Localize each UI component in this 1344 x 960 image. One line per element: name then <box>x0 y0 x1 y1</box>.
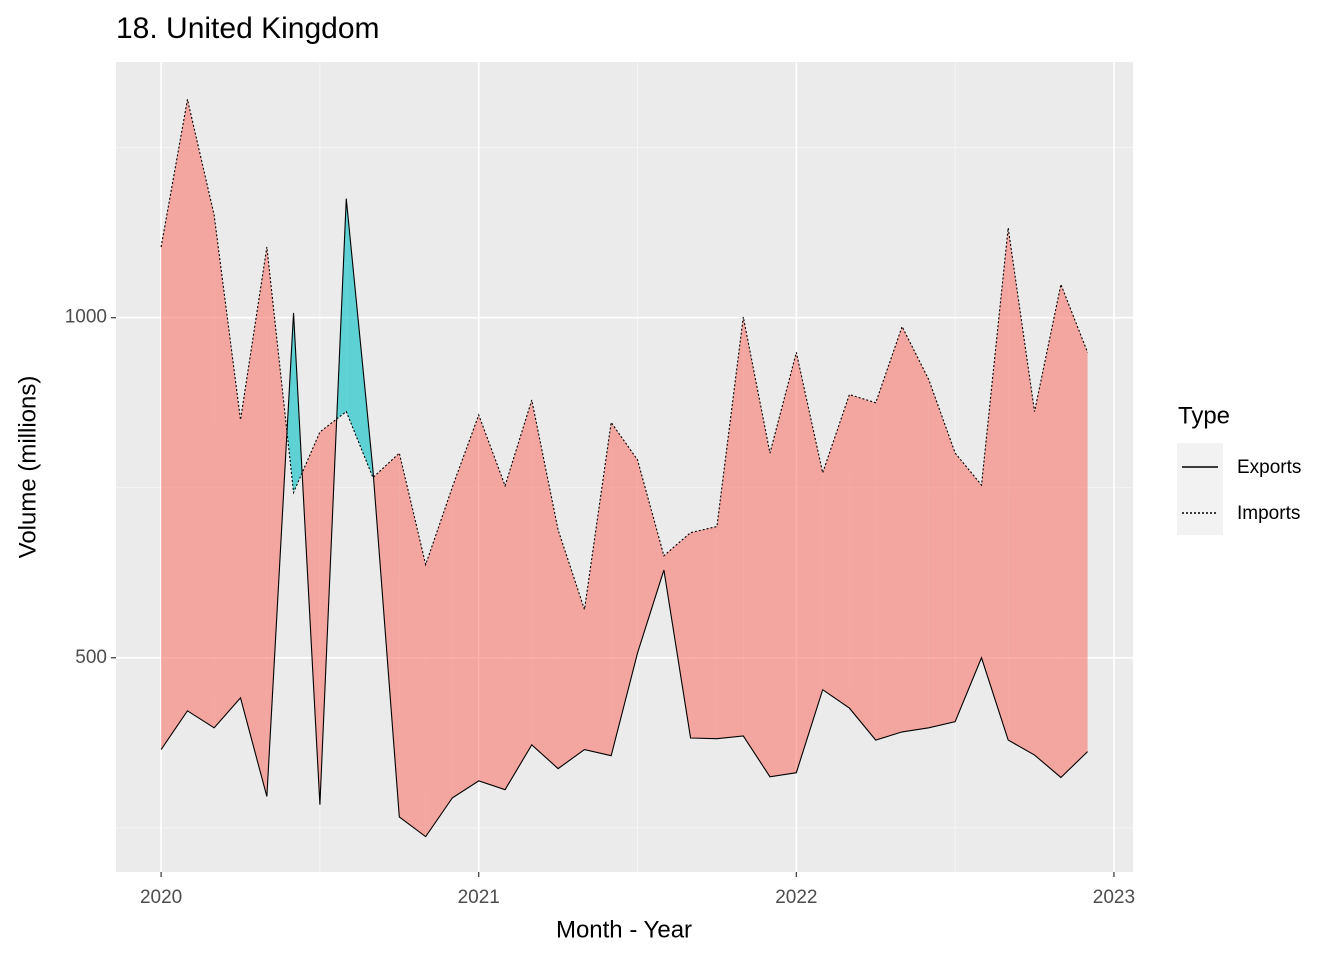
y-axis-title: Volume (millions) <box>14 376 41 559</box>
ribbon-segment <box>875 326 903 741</box>
ribbon-segment <box>637 459 664 654</box>
ribbon-segment <box>716 317 744 739</box>
ribbon-segment <box>849 394 876 741</box>
legend-key-bg <box>1177 443 1223 535</box>
ribbon-segment <box>928 379 956 728</box>
ribbon-segment <box>505 400 532 790</box>
ribbon-segment <box>690 526 717 739</box>
ribbon-segment <box>1008 227 1035 756</box>
ribbon-segment <box>769 352 797 777</box>
x-tick-label: 2020 <box>140 887 182 908</box>
x-tick-label: 2023 <box>1093 887 1135 908</box>
legend-title: Type <box>1178 402 1230 429</box>
legend-label: Imports <box>1237 503 1300 524</box>
y-tick-label: 1000 <box>65 307 107 328</box>
ribbon-segment <box>286 312 294 493</box>
ribbon-segment <box>1060 284 1088 778</box>
ribbon-segment <box>981 227 1009 741</box>
ribbon-segment <box>425 487 453 837</box>
ribbon-segment <box>955 453 982 722</box>
x-tick-label: 2021 <box>458 887 500 908</box>
ribbon-segment <box>531 400 559 769</box>
ribbon-segment <box>1034 284 1061 778</box>
ribbon-segment <box>452 414 479 798</box>
ribbon-segment <box>399 453 426 837</box>
ribbon-segment <box>478 414 506 790</box>
marks <box>160 99 1089 838</box>
legend: Exports Imports <box>1177 443 1301 535</box>
ribbon-segment <box>214 215 241 728</box>
ribbon-segment <box>822 394 850 709</box>
y-tick-label: 500 <box>75 647 107 668</box>
ribbon-segment <box>584 422 612 756</box>
ribbon-segment <box>743 317 770 777</box>
ribbon-segment <box>611 422 638 756</box>
chart-title: 18. United Kingdom <box>116 12 380 45</box>
ribbon-segment <box>187 99 215 728</box>
ribbon-segment <box>161 99 188 750</box>
series-line <box>160 99 1089 610</box>
ribbon-segment <box>240 246 267 797</box>
ribbon-segment <box>796 352 823 773</box>
x-axis-title: Month - Year <box>556 916 692 943</box>
ribbon-segment <box>902 326 929 732</box>
ribbon-segment <box>663 532 691 739</box>
series-line <box>160 198 1088 838</box>
legend-label: Exports <box>1237 457 1301 478</box>
ribbon-segment <box>266 246 287 797</box>
x-tick-label: 2022 <box>775 887 817 908</box>
